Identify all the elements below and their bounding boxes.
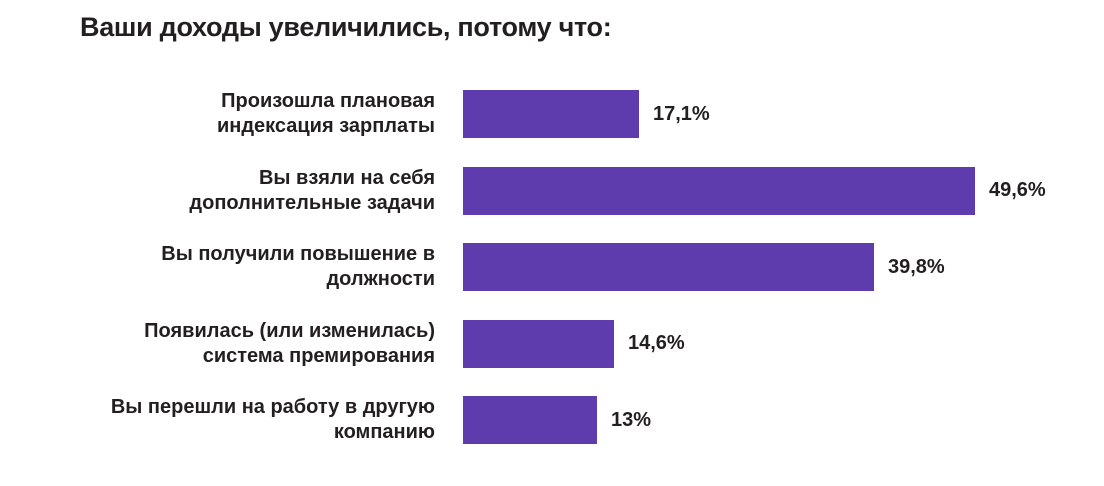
value-label: 17,1% bbox=[653, 102, 710, 125]
bar bbox=[463, 166, 975, 215]
category-label: Произошла плановая индексация зарплаты bbox=[216, 90, 435, 137]
chart-row: Произошла плановая индексация зарплаты 1… bbox=[80, 90, 1080, 138]
bar bbox=[463, 243, 874, 291]
chart-row: Вы получили повышение в должности 39,8% bbox=[80, 243, 1080, 291]
chart-row: Появилась (или изменилась) система преми… bbox=[80, 319, 1080, 368]
category-label: Вы взяли на себя дополнительные задачи bbox=[189, 166, 435, 214]
chart-row: Вы взяли на себя дополнительные задачи 4… bbox=[80, 166, 1080, 215]
bar bbox=[463, 90, 639, 138]
value-label: 39,8% bbox=[888, 255, 945, 278]
value-label: 14,6% bbox=[628, 332, 685, 354]
category-label: Вы перешли на работу в другую компанию bbox=[110, 396, 435, 443]
chart-title: Ваши доходы увеличились, потому что: bbox=[80, 12, 612, 42]
bar bbox=[463, 396, 597, 444]
chart-rows: Произошла плановая индексация зарплаты 1… bbox=[80, 90, 1080, 473]
value-label: 13% bbox=[611, 408, 652, 431]
category-label: Вы получили повышение в должности bbox=[161, 243, 435, 290]
category-label: Появилась (или изменилась) система преми… bbox=[144, 319, 435, 367]
value-label: 49,6% bbox=[989, 179, 1046, 201]
bar bbox=[463, 319, 614, 368]
chart-row: Вы перешли на работу в другую компанию 1… bbox=[80, 396, 1080, 444]
